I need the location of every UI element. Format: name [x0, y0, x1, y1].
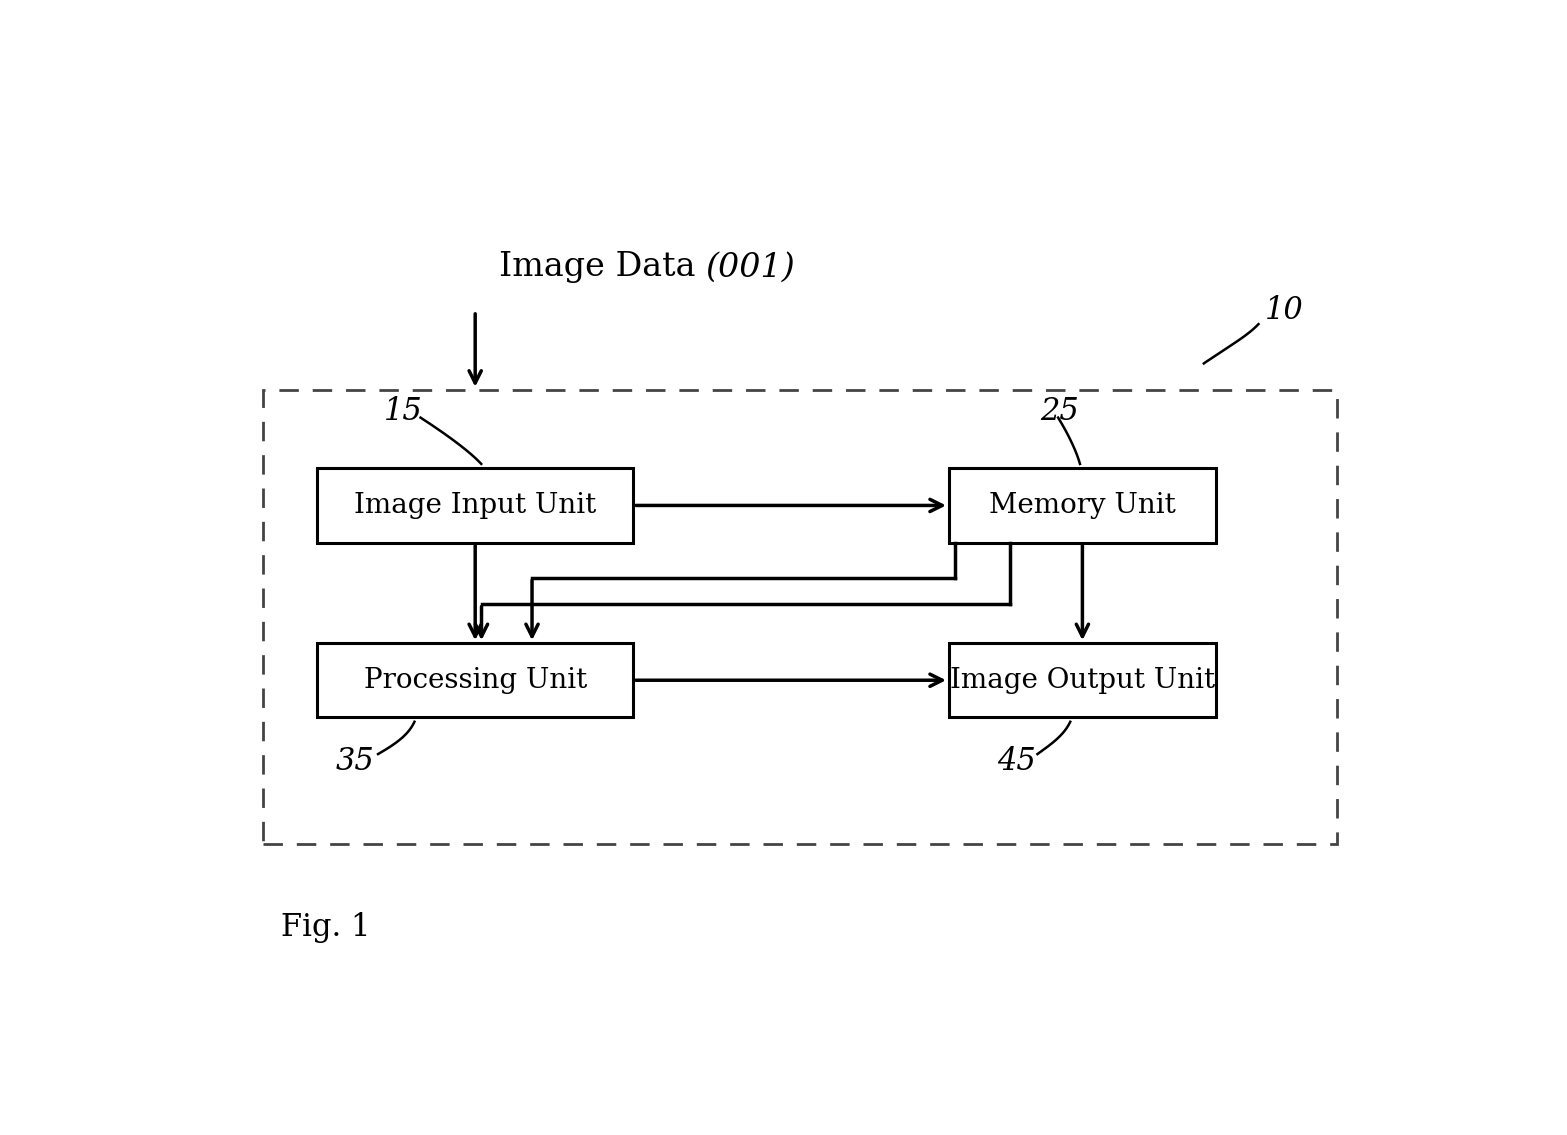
Text: Image Input Unit: Image Input Unit	[354, 491, 597, 519]
Text: 45: 45	[998, 746, 1036, 776]
Text: 25: 25	[1040, 396, 1078, 427]
Text: 15: 15	[384, 396, 423, 427]
Text: Processing Unit: Processing Unit	[364, 666, 586, 693]
Text: 35: 35	[335, 746, 375, 776]
FancyBboxPatch shape	[317, 644, 633, 717]
Text: Image Data: Image Data	[498, 251, 705, 284]
FancyBboxPatch shape	[317, 469, 633, 543]
Text: (001): (001)	[705, 251, 796, 284]
Text: Memory Unit: Memory Unit	[989, 491, 1175, 519]
Text: Fig. 1: Fig. 1	[280, 911, 370, 943]
Text: Image Output Unit: Image Output Unit	[950, 666, 1214, 693]
FancyBboxPatch shape	[950, 469, 1216, 543]
Text: 10: 10	[1265, 295, 1304, 327]
FancyBboxPatch shape	[950, 644, 1216, 717]
